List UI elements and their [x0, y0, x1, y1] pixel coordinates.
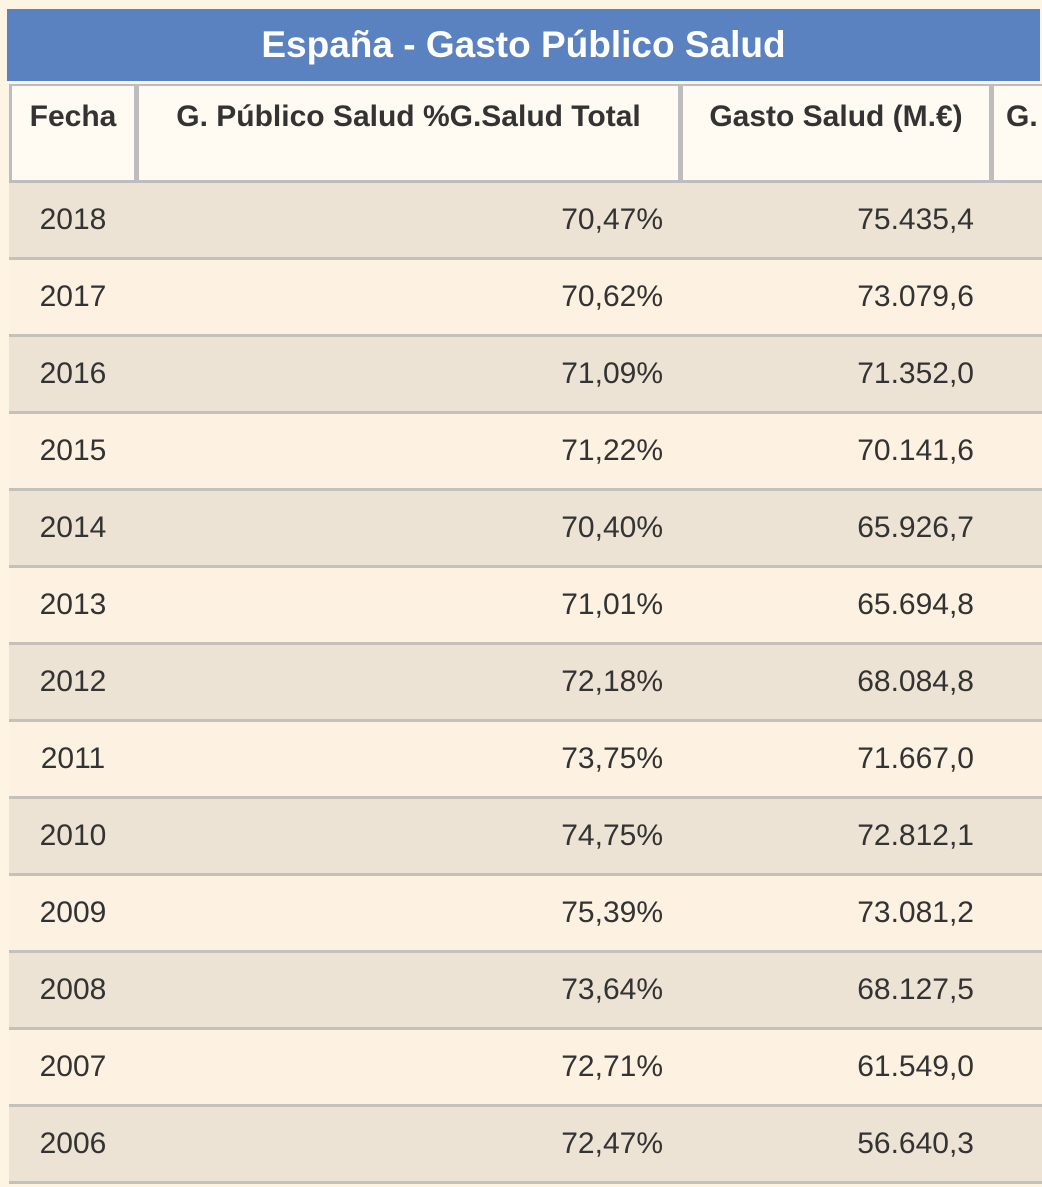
table-cell: 70,47%	[561, 203, 663, 236]
table-cell: 71,09%	[561, 357, 663, 390]
table-row: 2018 70,47% 75.435,4	[9, 183, 1042, 260]
table-cell: 2013	[39, 588, 107, 621]
table-cell: 65.694,8	[857, 588, 974, 621]
table-row: 2015 71,22% 70.141,6	[9, 414, 1042, 491]
column-header: Fecha	[9, 84, 137, 183]
table-cell: 71,22%	[561, 434, 663, 467]
table-row: 2008 73,64% 68.127,5	[9, 953, 1042, 1030]
table-cell: 2018	[39, 203, 107, 236]
table-cell: 2006	[39, 1127, 107, 1160]
table-cell: 2015	[39, 434, 107, 467]
table-cell: 2017	[39, 280, 107, 313]
table-row: 2011 73,75% 71.667,0	[9, 722, 1042, 799]
table-row: 2009 75,39% 73.081,2	[9, 876, 1042, 953]
table-cell: 71.352,0	[857, 357, 974, 390]
table-row: 2017 70,62% 73.079,6	[9, 260, 1042, 337]
column-header: G. Público Salud %G.Salud Total	[136, 84, 681, 183]
table-cell: 73.079,6	[857, 280, 974, 313]
table-cell: 68.084,8	[857, 665, 974, 698]
table-cell: 2011	[40, 742, 106, 775]
table-cell: 2008	[39, 973, 107, 1006]
table-cell: 75.435,4	[857, 203, 974, 236]
table-cell: 73,64%	[561, 973, 663, 1006]
table-cell: 73,75%	[561, 742, 663, 775]
table-cell: 72,71%	[561, 1050, 663, 1083]
table-cell: 65.926,7	[857, 511, 974, 544]
table: Fecha G. Público Salud %G.Salud Total Gast…	[9, 84, 1042, 1187]
column-header: G.	[991, 84, 1042, 183]
table-row: 2007 72,71% 61.549,0	[9, 1030, 1042, 1107]
table-cell: 2009	[39, 896, 107, 929]
table-title: España - Gasto Público Salud	[7, 9, 1040, 81]
table-cell: 74,75%	[561, 819, 663, 852]
table-cell: 68.127,5	[857, 973, 974, 1006]
table-cell: 2014	[39, 511, 107, 544]
table-cell: 2016	[39, 357, 107, 390]
table-cell: 75,39%	[561, 896, 663, 929]
table-row: 2013 71,01% 65.694,8	[9, 568, 1042, 645]
table-cell: 71.667,0	[857, 742, 974, 775]
table-cell: 72,47%	[561, 1127, 663, 1160]
table-row: 2010 74,75% 72.812,1	[9, 799, 1042, 876]
table-cell: 2007	[39, 1050, 107, 1083]
column-header: Gasto Salud (M.€)	[680, 84, 992, 183]
table-row: 2006 72,47% 56.640,3	[9, 1107, 1042, 1184]
table-cell: 70,62%	[561, 280, 663, 313]
table-cell: 2012	[39, 665, 107, 698]
table-cell: 71,01%	[561, 588, 663, 621]
table-cell: 73.081,2	[857, 896, 974, 929]
table-cell: 72.812,1	[857, 819, 974, 852]
table-cell: 70.141,6	[857, 434, 974, 467]
table-row: 2014 70,40% 65.926,7	[9, 491, 1042, 568]
table-row: 2012 72,18% 68.084,8	[9, 645, 1042, 722]
table-cell: 72,18%	[561, 665, 663, 698]
table-row: 2016 71,09% 71.352,0	[9, 337, 1042, 414]
table-cell: 56.640,3	[857, 1127, 974, 1160]
table-cell: 70,40%	[561, 511, 663, 544]
table-cell: 61.549,0	[857, 1050, 974, 1083]
table-cell: 2010	[39, 819, 107, 852]
